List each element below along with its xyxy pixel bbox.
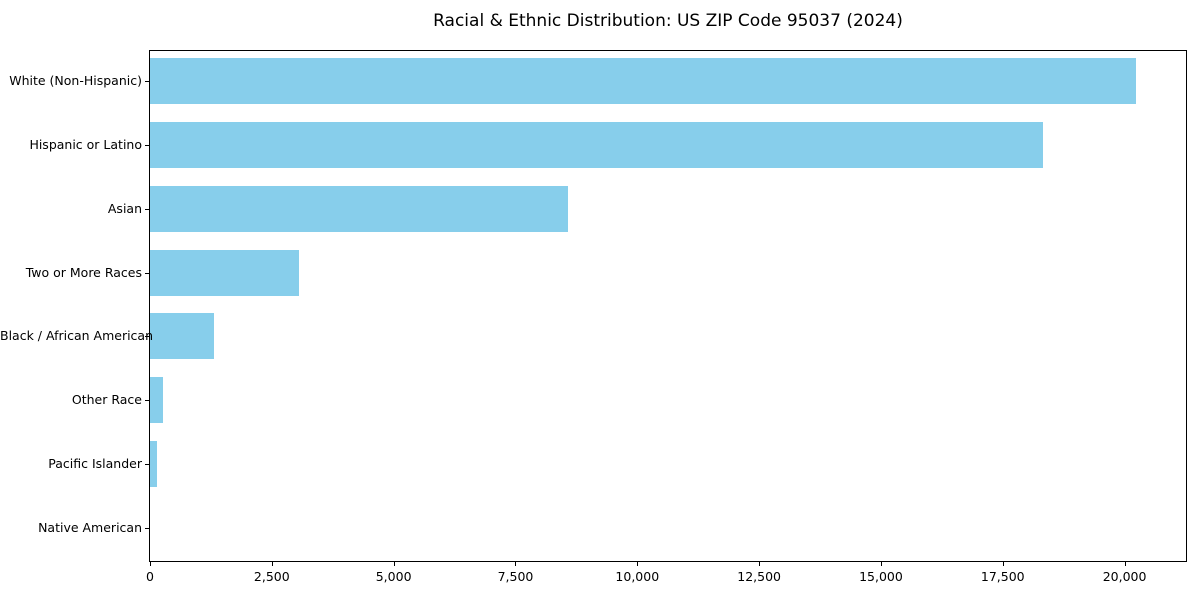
x-axis-label-10000: 10,000: [615, 569, 660, 584]
y-tick-mark: [145, 400, 149, 401]
bar-white-non-hispanic: [150, 58, 1137, 105]
bar-asian: [150, 185, 568, 232]
y-axis-label-other-race: Other Race: [71, 392, 142, 408]
x-tick-mark: [881, 562, 882, 566]
x-tick-mark: [637, 562, 638, 566]
y-tick-mark: [145, 209, 149, 210]
y-axis-label-native-american: Native American: [38, 519, 142, 535]
y-axis-label-pacific-islander: Pacific Islander: [48, 455, 142, 471]
x-tick-mark: [1003, 562, 1004, 566]
bar-other-race: [150, 377, 164, 424]
x-tick-mark: [1125, 562, 1126, 566]
x-tick-mark: [272, 562, 273, 566]
x-axis-label-7500: 7,500: [497, 569, 534, 584]
x-axis-label-20000: 20,000: [1102, 569, 1147, 584]
x-tick-mark: [515, 562, 516, 566]
bar-pacific-islander: [150, 440, 158, 487]
y-tick-mark: [145, 273, 149, 274]
y-tick-mark: [145, 145, 149, 146]
plot-area: [149, 50, 1187, 562]
y-tick-mark: [145, 528, 149, 529]
x-tick-mark: [759, 562, 760, 566]
y-tick-mark: [145, 464, 149, 465]
y-axis-label-two-or-more-races: Two or More Races: [25, 264, 142, 280]
y-axis-label-white-non-hispanic: White (Non-Hispanic): [9, 73, 142, 89]
y-axis-label-hispanic-or-latino: Hispanic or Latino: [29, 137, 142, 153]
y-tick-mark: [145, 336, 149, 337]
x-axis-label-2500: 2,500: [253, 569, 290, 584]
x-axis-label-17500: 17,500: [980, 569, 1025, 584]
y-axis-label-asian: Asian: [107, 200, 142, 216]
x-axis-label-5000: 5,000: [375, 569, 412, 584]
bar-hispanic-or-latino: [150, 122, 1043, 169]
chart-title: Racial & Ethnic Distribution: US ZIP Cod…: [433, 11, 903, 31]
bar-black-african-american: [150, 313, 214, 360]
bar-two-or-more-races: [150, 249, 299, 296]
x-axis-label-12500: 12,500: [737, 569, 781, 584]
y-axis-label-black-african-american: Black / African American: [0, 328, 154, 344]
x-axis-label-15000: 15,000: [859, 569, 903, 584]
x-axis-label-0: 0: [146, 569, 154, 584]
x-tick-mark: [394, 562, 395, 566]
y-tick-mark: [145, 81, 149, 82]
x-tick-mark: [150, 562, 151, 566]
